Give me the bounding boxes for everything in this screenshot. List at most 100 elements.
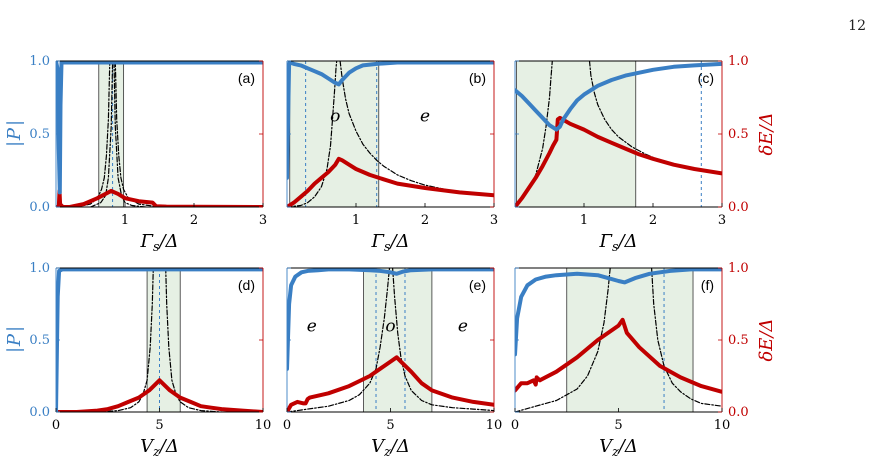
y-axis-label-bar: | [4, 326, 25, 332]
x-tick-label: 5 [614, 418, 622, 433]
x-axis-label: Vz/Δ [371, 436, 410, 459]
region-label: o [385, 317, 395, 337]
y-axis-label-text: P [4, 127, 25, 141]
y-axis-label-left: |P| [4, 326, 25, 353]
plot-area [56, 61, 263, 207]
series-line-analytic2 [651, 268, 722, 407]
y-tick-label-right: 0.5 [728, 127, 749, 142]
x-axis-label: Γs/Δ [370, 231, 409, 254]
x-tick-label: 3 [490, 213, 498, 228]
x-axis-label-text: Γs/Δ [370, 231, 409, 254]
y-axis-label-bar: | [4, 347, 25, 353]
panel-tag: (e) [469, 277, 486, 293]
x-tick-label: 1 [352, 213, 360, 228]
panel-c: 1 2 30.0 0.5 1.0 (c) [514, 54, 749, 228]
x-tick-label: 2 [190, 213, 198, 228]
x-tick-label: 0 [283, 418, 291, 433]
series-line-analytic [287, 268, 391, 412]
panel-tag: (f) [701, 277, 714, 293]
x-axis-label-text: Γs/Δ [598, 231, 637, 254]
x-axis-label: Γs/Δ [139, 231, 178, 254]
y-tick-label-left: 0.5 [29, 127, 50, 142]
x-axis-label-text: Vz/Δ [599, 436, 638, 459]
y-axis-label-bar: | [4, 120, 25, 126]
x-tick-label: 10 [714, 418, 731, 433]
series-line-polarization [56, 61, 263, 195]
panel-tag: (d) [238, 277, 255, 293]
page-number: 12 [848, 18, 866, 34]
x-tick-label: 0 [511, 418, 519, 433]
panel-b: 1 2 3 (b) o e [286, 60, 498, 228]
series-line-analytic2 [392, 268, 494, 412]
y-axis-label-right-text: δE/Δ [756, 112, 777, 155]
x-tick-label: 5 [155, 418, 163, 433]
panel-f: 0 5 100.0 0.5 1.0 (f) [511, 261, 749, 433]
plot-area [515, 61, 722, 207]
x-axis-label-text: Vz/Δ [371, 436, 410, 459]
series-line-gap [287, 355, 494, 412]
y-axis-label-right-text: δE/Δ [756, 318, 777, 361]
y-tick-label-left: 0.0 [29, 405, 50, 420]
series-line-polarization [515, 268, 722, 357]
plot-area [56, 268, 263, 412]
y-tick-label-right: 1.0 [728, 261, 749, 276]
series-line-analytic2 [339, 61, 494, 196]
x-tick-label: 10 [255, 418, 272, 433]
region-label: e [307, 317, 317, 337]
panel-a: 1 2 3 0.0 0.5 1.0 (a) [29, 54, 267, 228]
shaded-region [515, 60, 637, 208]
region-label: e [420, 106, 430, 126]
x-tick-label: 2 [649, 213, 657, 228]
x-tick-label: 10 [486, 418, 503, 433]
x-tick-label: 0 [52, 418, 60, 433]
plot-area [287, 268, 494, 412]
y-tick-label-left: 0.5 [29, 333, 50, 348]
y-axis-label-text: P [4, 333, 25, 347]
series-line-analytic2 [89, 61, 147, 207]
region-label: e [458, 317, 468, 337]
y-tick-label-right: 0.5 [728, 333, 749, 348]
y-tick-label-right: 0.0 [728, 405, 749, 420]
y-tick-label-left: 1.0 [29, 261, 50, 276]
shaded-region [363, 267, 433, 413]
x-axis-label-text: Γs/Δ [139, 231, 178, 254]
x-tick-label: 5 [386, 418, 394, 433]
shaded-region [289, 60, 380, 208]
y-axis-label-bar: | [4, 141, 25, 147]
y-tick-label-right: 0.0 [728, 200, 749, 215]
y-tick-label-left: 1.0 [29, 54, 50, 69]
series-line-polarization [515, 61, 722, 132]
panel-tag: (b) [469, 70, 486, 86]
y-axis-label-right: δE/Δ [756, 318, 777, 361]
panel-e: 0 5 10 (e) e o e [283, 267, 503, 433]
region-label: o [330, 106, 340, 126]
y-axis-label-right: δE/Δ [756, 112, 777, 155]
x-tick-label: 1 [121, 213, 129, 228]
y-tick-label-left: 0.0 [29, 200, 50, 215]
series-line-gap [287, 156, 494, 207]
series-line-analytic [96, 268, 154, 412]
series-line-polarization [287, 61, 494, 180]
plot-area [515, 268, 722, 412]
x-axis-label-text: Vz/Δ [140, 436, 179, 459]
panel-d: 0 5 10 0.0 0.5 1.0 (d) [29, 261, 271, 433]
x-axis-label: Vz/Δ [140, 436, 179, 459]
y-axis-label-left: |P| [4, 120, 25, 147]
x-tick-label: 1 [580, 213, 588, 228]
shaded-region [566, 267, 694, 413]
series-line-analytic [76, 61, 161, 207]
x-axis-label: Vz/Δ [599, 436, 638, 459]
series-line-polarization [287, 268, 494, 371]
y-tick-label-right: 1.0 [728, 54, 749, 69]
panel-tag: (c) [698, 70, 714, 86]
series-line-polarization [56, 268, 263, 412]
series-line-gap [56, 378, 263, 412]
x-tick-label: 3 [259, 213, 267, 228]
panel-tag: (a) [238, 70, 255, 86]
series-line-analytic [515, 268, 611, 412]
x-tick-label: 3 [718, 213, 726, 228]
series-line-gap [515, 115, 722, 207]
series-line-gap [515, 317, 722, 394]
plot-area [287, 61, 494, 207]
